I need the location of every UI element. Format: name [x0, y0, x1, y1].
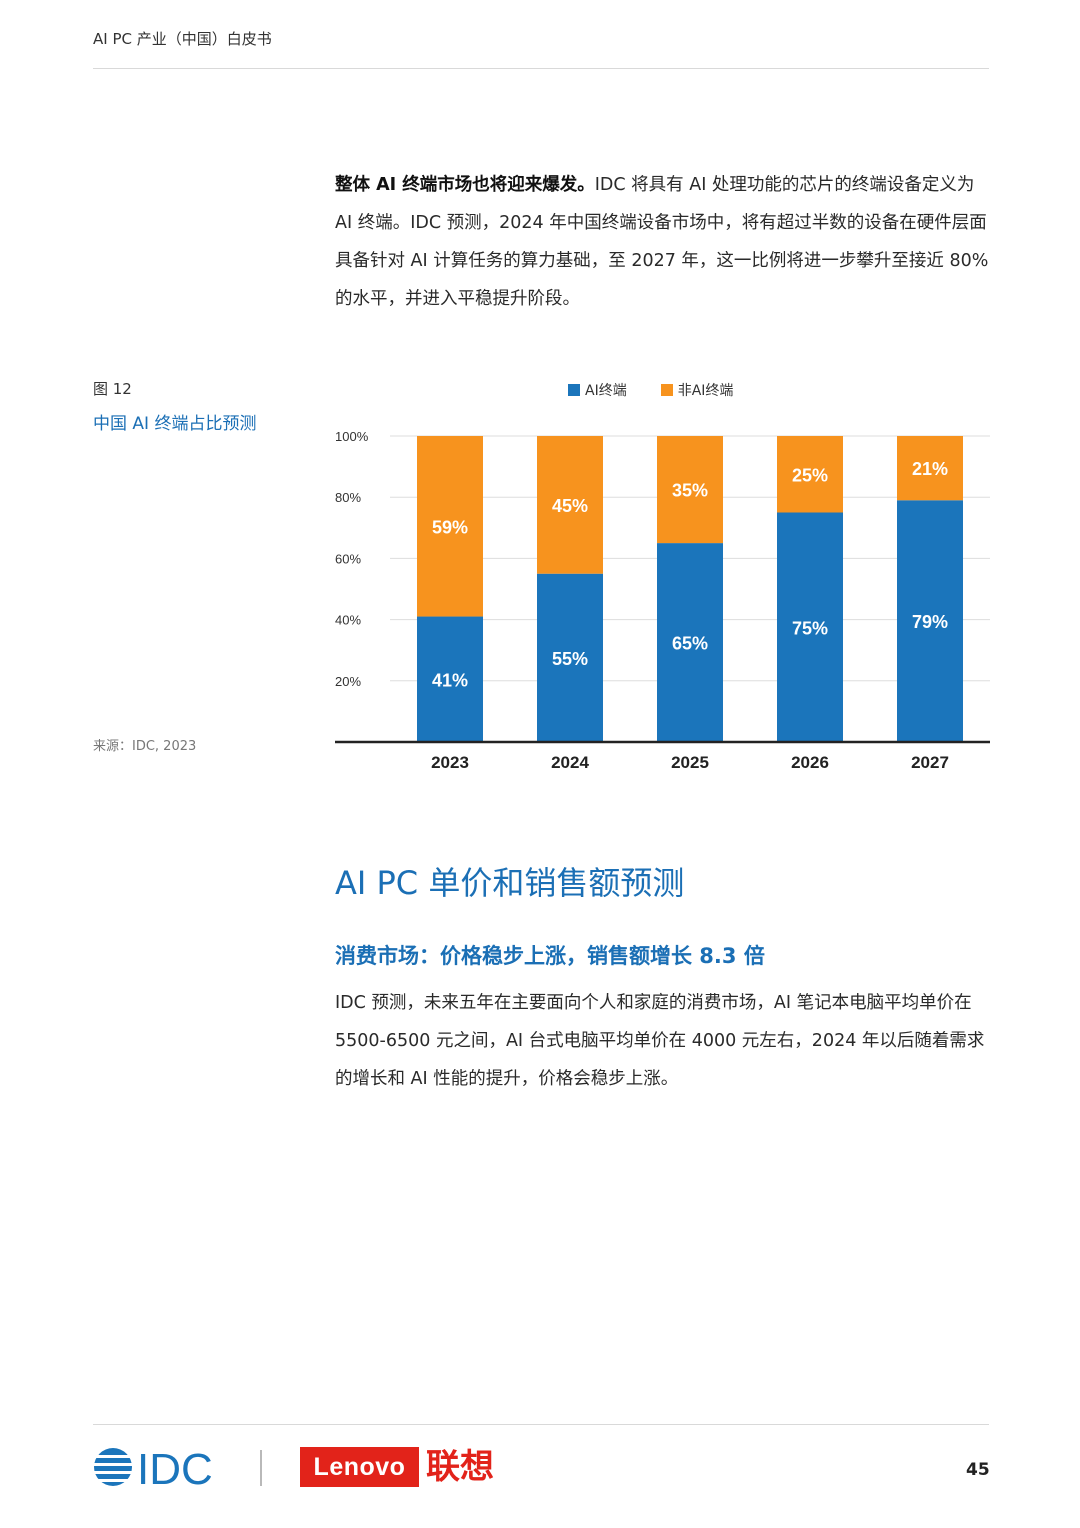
x-tick-label: 2023 [431, 753, 469, 772]
bar-segment [777, 436, 843, 513]
x-tick-label: 2024 [551, 753, 589, 772]
bar-value-label: 41% [432, 670, 468, 690]
bar-segment [657, 543, 723, 742]
x-tick-label: 2026 [791, 753, 829, 772]
bar-value-label: 75% [792, 618, 828, 638]
bar-value-label: 55% [552, 649, 588, 669]
section-title: AI PC 单价和销售额预测 [335, 864, 685, 902]
intro-text: IDC 将具有 AI 处理功能的芯片的终端设备定义为 AI 终端。IDC 预测，… [335, 175, 989, 309]
chart-legend: AI终端 非AI终端 [568, 380, 733, 400]
y-tick-label: 60% [335, 551, 361, 566]
idc-logo: IDC [93, 1445, 213, 1490]
figure-title: 中国 AI 终端占比预测 [93, 414, 257, 434]
header-divider [93, 68, 989, 69]
bar-segment [897, 436, 963, 501]
lenovo-logo: Lenovo [300, 1447, 419, 1487]
legend-label-non-ai: 非AI终端 [677, 383, 734, 399]
idc-logo-text: IDC [137, 1445, 213, 1490]
bar-value-label: 25% [792, 465, 828, 485]
y-tick-label: 20% [335, 674, 361, 689]
logo-divider [260, 1450, 262, 1486]
lenovo-cn-logo: 联想 [426, 1447, 494, 1487]
bar-value-label: 35% [672, 481, 708, 501]
legend-swatch-non-ai [660, 384, 673, 396]
y-tick-label: 80% [335, 490, 361, 505]
bar-value-label: 79% [912, 612, 948, 632]
stacked-bar-chart: 20% 40% 60% 80% 100% 41% 59% 2023 55% 45% 2024 65% 3… [335, 429, 990, 772]
bar-segment [537, 436, 603, 574]
bar-value-label: 59% [432, 517, 468, 537]
idc-globe-icon [93, 1448, 133, 1486]
intro-bold-lead: 整体 AI 终端市场也将迎来爆发。 [335, 175, 595, 195]
section-paragraph: IDC 预测，未来五年在主要面向个人和家庭的消费市场，AI 笔记本电脑平均单价在… [335, 993, 985, 1089]
legend-item-non-ai: 非AI终端 [660, 380, 734, 400]
bar-value-label: 45% [552, 496, 588, 516]
footer-divider [93, 1424, 989, 1425]
page-number: 45 [966, 1460, 990, 1480]
legend-item-ai: AI终端 [568, 380, 627, 400]
header-title: AI PC 产业（中国）白皮书 [93, 30, 272, 48]
y-tick-label: 100% [335, 429, 369, 444]
x-tick-label: 2027 [911, 753, 949, 772]
bar-segment [417, 436, 483, 617]
bar-segment [897, 500, 963, 742]
y-tick-label: 40% [335, 613, 361, 628]
bar-value-label: 65% [672, 634, 708, 654]
bar-segment [537, 573, 603, 742]
legend-label-ai: AI终端 [585, 383, 627, 399]
figure-label: 图 12 [93, 380, 132, 398]
bar-segment [657, 436, 723, 544]
intro-paragraph: 整体 AI 终端市场也将迎来爆发。IDC 将具有 AI 处理功能的芯片的终端设备… [335, 166, 990, 318]
bar-segment [777, 512, 843, 742]
bar-value-label: 21% [912, 459, 948, 479]
figure-source: 来源：IDC, 2023 [93, 739, 197, 754]
section-subtitle: 消费市场：价格稳步上涨，销售额增长 8.3 倍 [335, 944, 765, 968]
legend-swatch-ai [568, 384, 580, 396]
bar-segment [417, 616, 483, 742]
x-tick-label: 2025 [671, 753, 709, 772]
